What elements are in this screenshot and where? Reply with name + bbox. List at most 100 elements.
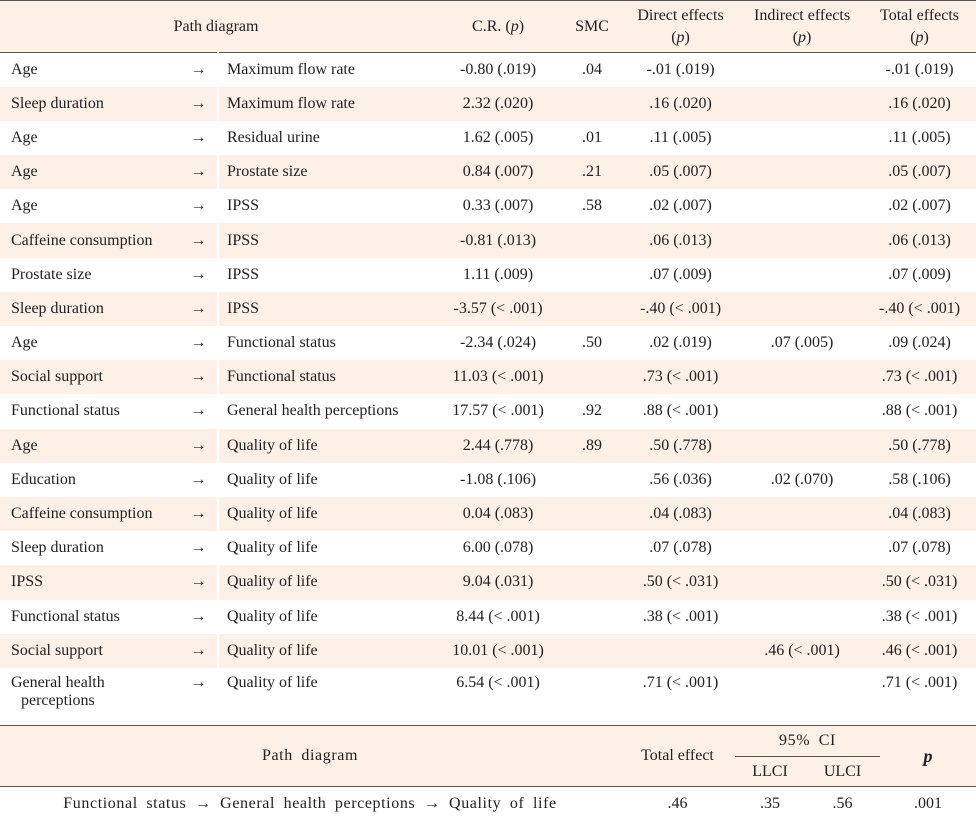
row-direct: .88 (< .001)	[642, 402, 719, 420]
row-indirect	[741, 429, 863, 463]
row-direct: .38 (< .001)	[642, 607, 719, 625]
row-from: Social support	[11, 368, 103, 386]
mediation-header-row: Path diagram Total effect 95% CI p	[0, 725, 976, 787]
header-direct-effects: Direct effects (p)	[637, 6, 724, 46]
row-direct: .07 (.078)	[649, 539, 712, 557]
mediation-header-path-diagram: Path diagram	[0, 725, 620, 787]
row-to: Quality of life	[216, 428, 433, 463]
arrow-icon: →	[190, 60, 207, 78]
row-total: .05 (.007)	[888, 163, 951, 181]
row-total: .88 (< .001)	[881, 402, 958, 420]
row-direct	[620, 634, 741, 668]
table-body: Age → Maximum flow rate -0.80 (.019) .04 -.01…	[0, 52, 976, 725]
row-indirect	[741, 531, 863, 565]
row-indirect: .46 (< .001)	[764, 641, 840, 659]
arrow-icon: →	[190, 470, 207, 488]
header-smc: SMC	[575, 17, 609, 35]
path-effects-table: Path diagram C.R. (p) SMC Direct effects…	[0, 0, 976, 725]
row-indirect	[741, 668, 863, 725]
row-smc	[564, 360, 620, 394]
arrow-icon: →	[190, 334, 207, 352]
row-from: Functional status	[11, 607, 120, 625]
row-smc	[564, 634, 620, 668]
row-indirect: .07 (.005)	[770, 334, 834, 352]
table-row: Functional status → Quality of life 8.44 (<…	[0, 599, 976, 634]
row-total: .07 (.078)	[888, 539, 951, 557]
row-to: IPSS	[216, 291, 433, 326]
row-smc: .01	[582, 128, 603, 146]
row-smc	[564, 292, 620, 326]
row-total: .02 (.007)	[888, 197, 951, 215]
row-total: .06 (.013)	[888, 231, 951, 249]
row-to: Functional status	[216, 326, 433, 361]
row-total: .11 (.005)	[888, 128, 951, 146]
row-cr: 0.84 (.007)	[462, 163, 534, 181]
table-row: Age → Functional status -2.34 (.024) .50 .02 …	[0, 326, 976, 361]
row-smc	[564, 668, 620, 725]
row-to: Quality of life	[216, 496, 433, 532]
row-direct: .56 (.036)	[649, 470, 712, 488]
table-row: Prostate size → IPSS 1.11 (.009) .07 (.009).…	[0, 257, 976, 292]
row-to: Maximum flow rate	[216, 52, 433, 87]
row-smc	[564, 600, 620, 634]
row-direct: .50 (< .031)	[642, 573, 719, 591]
table-row: Functional status → General health percept…	[0, 394, 976, 429]
mediation-ulci: .56	[805, 786, 880, 820]
row-total: .16 (.020)	[888, 94, 951, 112]
row-smc	[564, 258, 620, 292]
row-to: Quality of life	[216, 633, 433, 668]
row-total: .04 (.083)	[888, 505, 951, 523]
row-smc	[564, 565, 620, 599]
row-direct: .11 (.005)	[649, 128, 712, 146]
row-from: Sleep duration	[11, 299, 104, 317]
row-total: -.01 (.019)	[885, 60, 954, 78]
row-cr: 6.54 (< .001)	[456, 673, 540, 691]
row-from: Age	[11, 60, 38, 78]
row-to: IPSS	[216, 189, 433, 224]
arrow-icon: →	[190, 265, 207, 283]
row-direct: -.01 (.019)	[646, 60, 715, 78]
row-to: Maximum flow rate	[216, 86, 433, 121]
row-to: Quality of life	[216, 599, 433, 634]
row-to: Quality of life	[216, 462, 433, 497]
row-cr: -1.08 (.106)	[460, 470, 537, 488]
mediation-header-ci: 95% CI	[735, 725, 880, 757]
row-direct: .05 (.007)	[649, 163, 712, 181]
row-direct: -.40 (< .001)	[640, 299, 722, 317]
row-from: IPSS	[11, 573, 44, 591]
row-indirect	[741, 497, 863, 531]
row-indirect	[741, 565, 863, 599]
row-from: Social support	[11, 641, 103, 659]
mediation-header-total-effect: Total effect	[620, 725, 735, 787]
arrow-icon: →	[190, 128, 207, 146]
row-indirect: .02 (.070)	[770, 470, 834, 488]
row-smc: .21	[582, 163, 603, 181]
arrow-icon: →	[190, 197, 207, 215]
row-indirect	[741, 189, 863, 223]
row-indirect	[741, 223, 863, 257]
row-total: .50 (.778)	[888, 436, 951, 454]
mediation-row: Functional status → General health perce…	[0, 786, 976, 820]
row-smc	[564, 531, 620, 565]
row-from: Caffeine consumption	[11, 231, 153, 249]
row-to: IPSS	[216, 257, 433, 292]
row-smc	[564, 223, 620, 257]
row-total: .46 (< .001)	[881, 641, 958, 659]
row-from: Age	[11, 436, 38, 454]
arrow-icon: →	[190, 368, 207, 386]
table-row: Age → Prostate size 0.84 (.007) .21 .05 (.007…	[0, 155, 976, 190]
table-row: Sleep duration → IPSS -3.57 (< .001) -.40 (<…	[0, 291, 976, 326]
table-row: Sleep duration → Maximum flow rate 2.32 (.0…	[0, 86, 976, 121]
row-direct: .04 (.083)	[649, 505, 712, 523]
row-total: .71 (< .001)	[881, 673, 958, 691]
mediation-path: Functional status → General health perce…	[0, 786, 620, 820]
mediation-total: .46	[620, 786, 735, 820]
header-indirect-effects: Indirect effects (p)	[753, 6, 851, 46]
row-cr: 11.03 (< .001)	[452, 368, 544, 386]
row-from: Caffeine consumption	[11, 505, 153, 523]
row-direct: .06 (.013)	[649, 231, 712, 249]
row-total: .38 (< .001)	[881, 607, 958, 625]
arrow-icon: →	[190, 607, 207, 625]
header-path-diagram: Path diagram	[173, 17, 259, 35]
row-total: .07 (.009)	[888, 265, 951, 283]
